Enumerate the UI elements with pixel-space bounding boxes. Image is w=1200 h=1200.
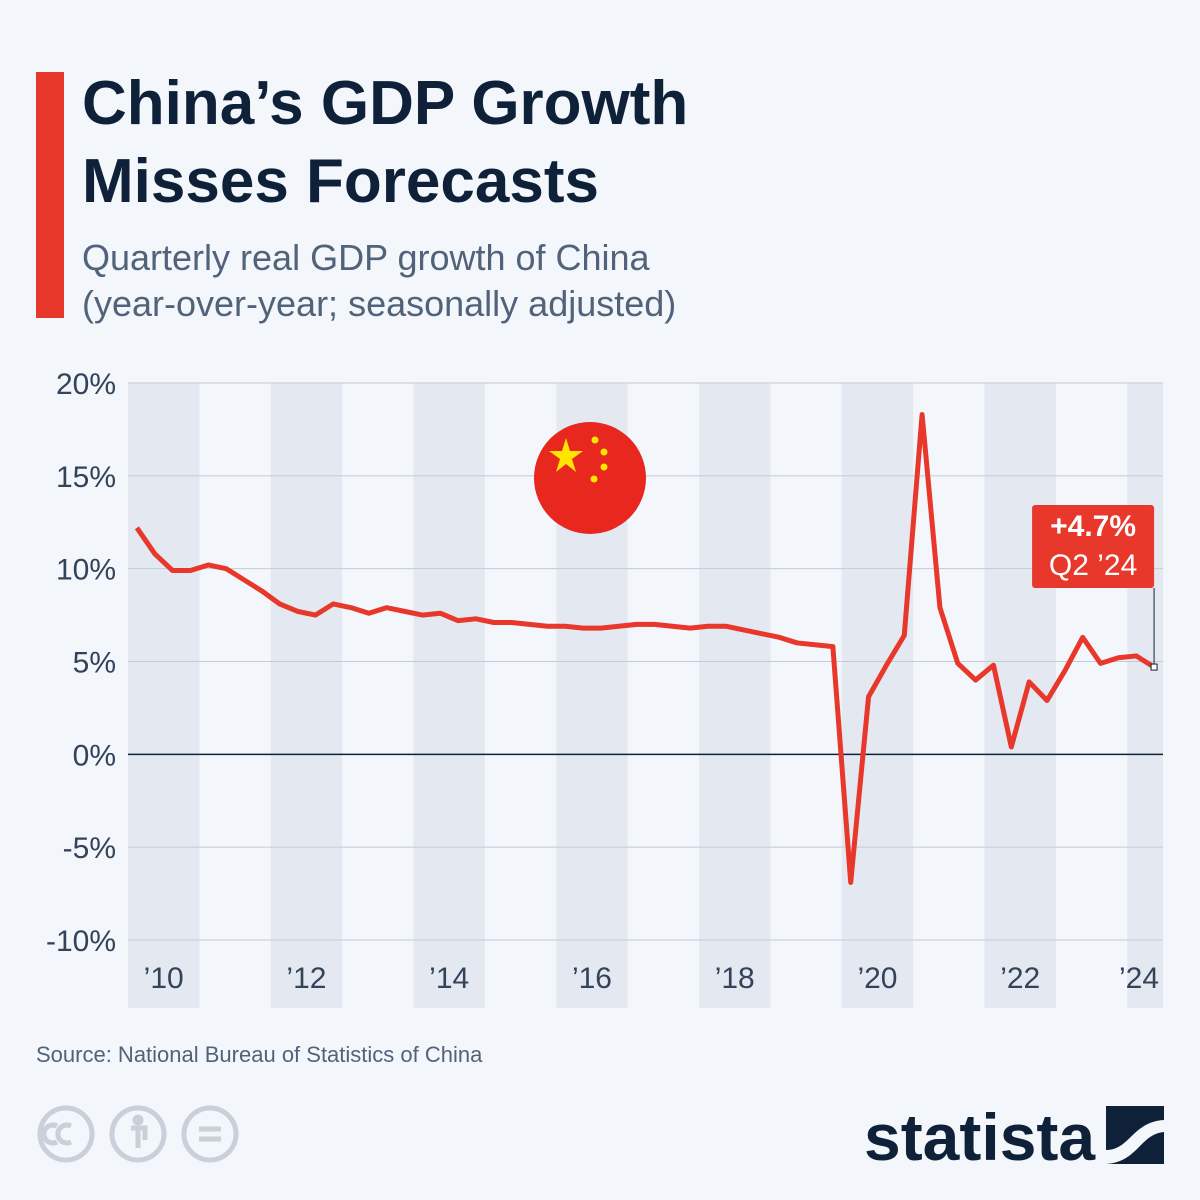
plot: ’10 ’12 ’14 ’16 ’18 ’20 ’22 ’24 -10% -5% 0% 5% 10% 15… (46, 368, 1163, 1008)
year-band (1127, 383, 1163, 1008)
x-tick-label: ’10 (144, 962, 184, 995)
year-band (128, 383, 200, 1008)
brand-swoosh (1106, 1120, 1164, 1164)
flag-disc (534, 422, 646, 534)
by-icon (109, 1105, 167, 1163)
flag-star (591, 436, 599, 444)
cc-glyph (41, 1122, 73, 1146)
x-tick-label: ’18 (715, 962, 755, 995)
by-glyph (131, 1125, 148, 1148)
y-tick-label: -10% (46, 925, 116, 958)
x-tick-label: ’16 (572, 962, 612, 995)
x-tick-label: ’12 (286, 962, 326, 995)
nd-glyph (199, 1126, 221, 1142)
annotation: Q2 ’24 (1049, 549, 1137, 582)
x-tick-label: ’20 (857, 962, 897, 995)
callout-box (1032, 505, 1155, 588)
subtitle: Quarterly real GDP growth of China (82, 237, 651, 278)
data-label: +4.7% (1050, 510, 1136, 543)
title-line: Misses Forecasts (82, 147, 599, 216)
title-line: China’s GDP Growth (82, 69, 688, 138)
nd-icon (181, 1105, 239, 1163)
flag-star (600, 448, 608, 456)
flag (534, 422, 646, 534)
license-icons (37, 1105, 239, 1163)
brand-logo: statista (864, 1100, 1096, 1174)
cc-icon (37, 1105, 95, 1163)
source: Source: National Bureau of Statistics of… (36, 1042, 483, 1067)
subtitle: (year-over-year; seasonally adjusted) (82, 283, 676, 324)
flag-star (600, 463, 608, 471)
series-line (134, 412, 1156, 885)
x-tick-label: ’14 (429, 962, 469, 995)
by-glyph (132, 1114, 144, 1126)
accent-bar (36, 72, 64, 318)
x-tick-label: ’24 (1119, 962, 1159, 995)
year-band (841, 383, 914, 1008)
x-tick-label: ’22 (1000, 962, 1040, 995)
year-band (699, 383, 771, 1008)
year-band (270, 383, 343, 1008)
brand-mark (1106, 1106, 1164, 1164)
flag-star (549, 438, 583, 472)
y-tick-label: 10% (56, 554, 116, 587)
year-band (413, 383, 485, 1008)
flag-star (590, 475, 598, 483)
y-tick-label: 20% (56, 368, 116, 401)
y-tick-label: 15% (56, 461, 116, 494)
point-marker (1150, 663, 1158, 671)
y-tick-label: -5% (63, 832, 116, 865)
y-tick-label: 5% (73, 647, 116, 680)
y-tick-label: 0% (73, 739, 116, 772)
